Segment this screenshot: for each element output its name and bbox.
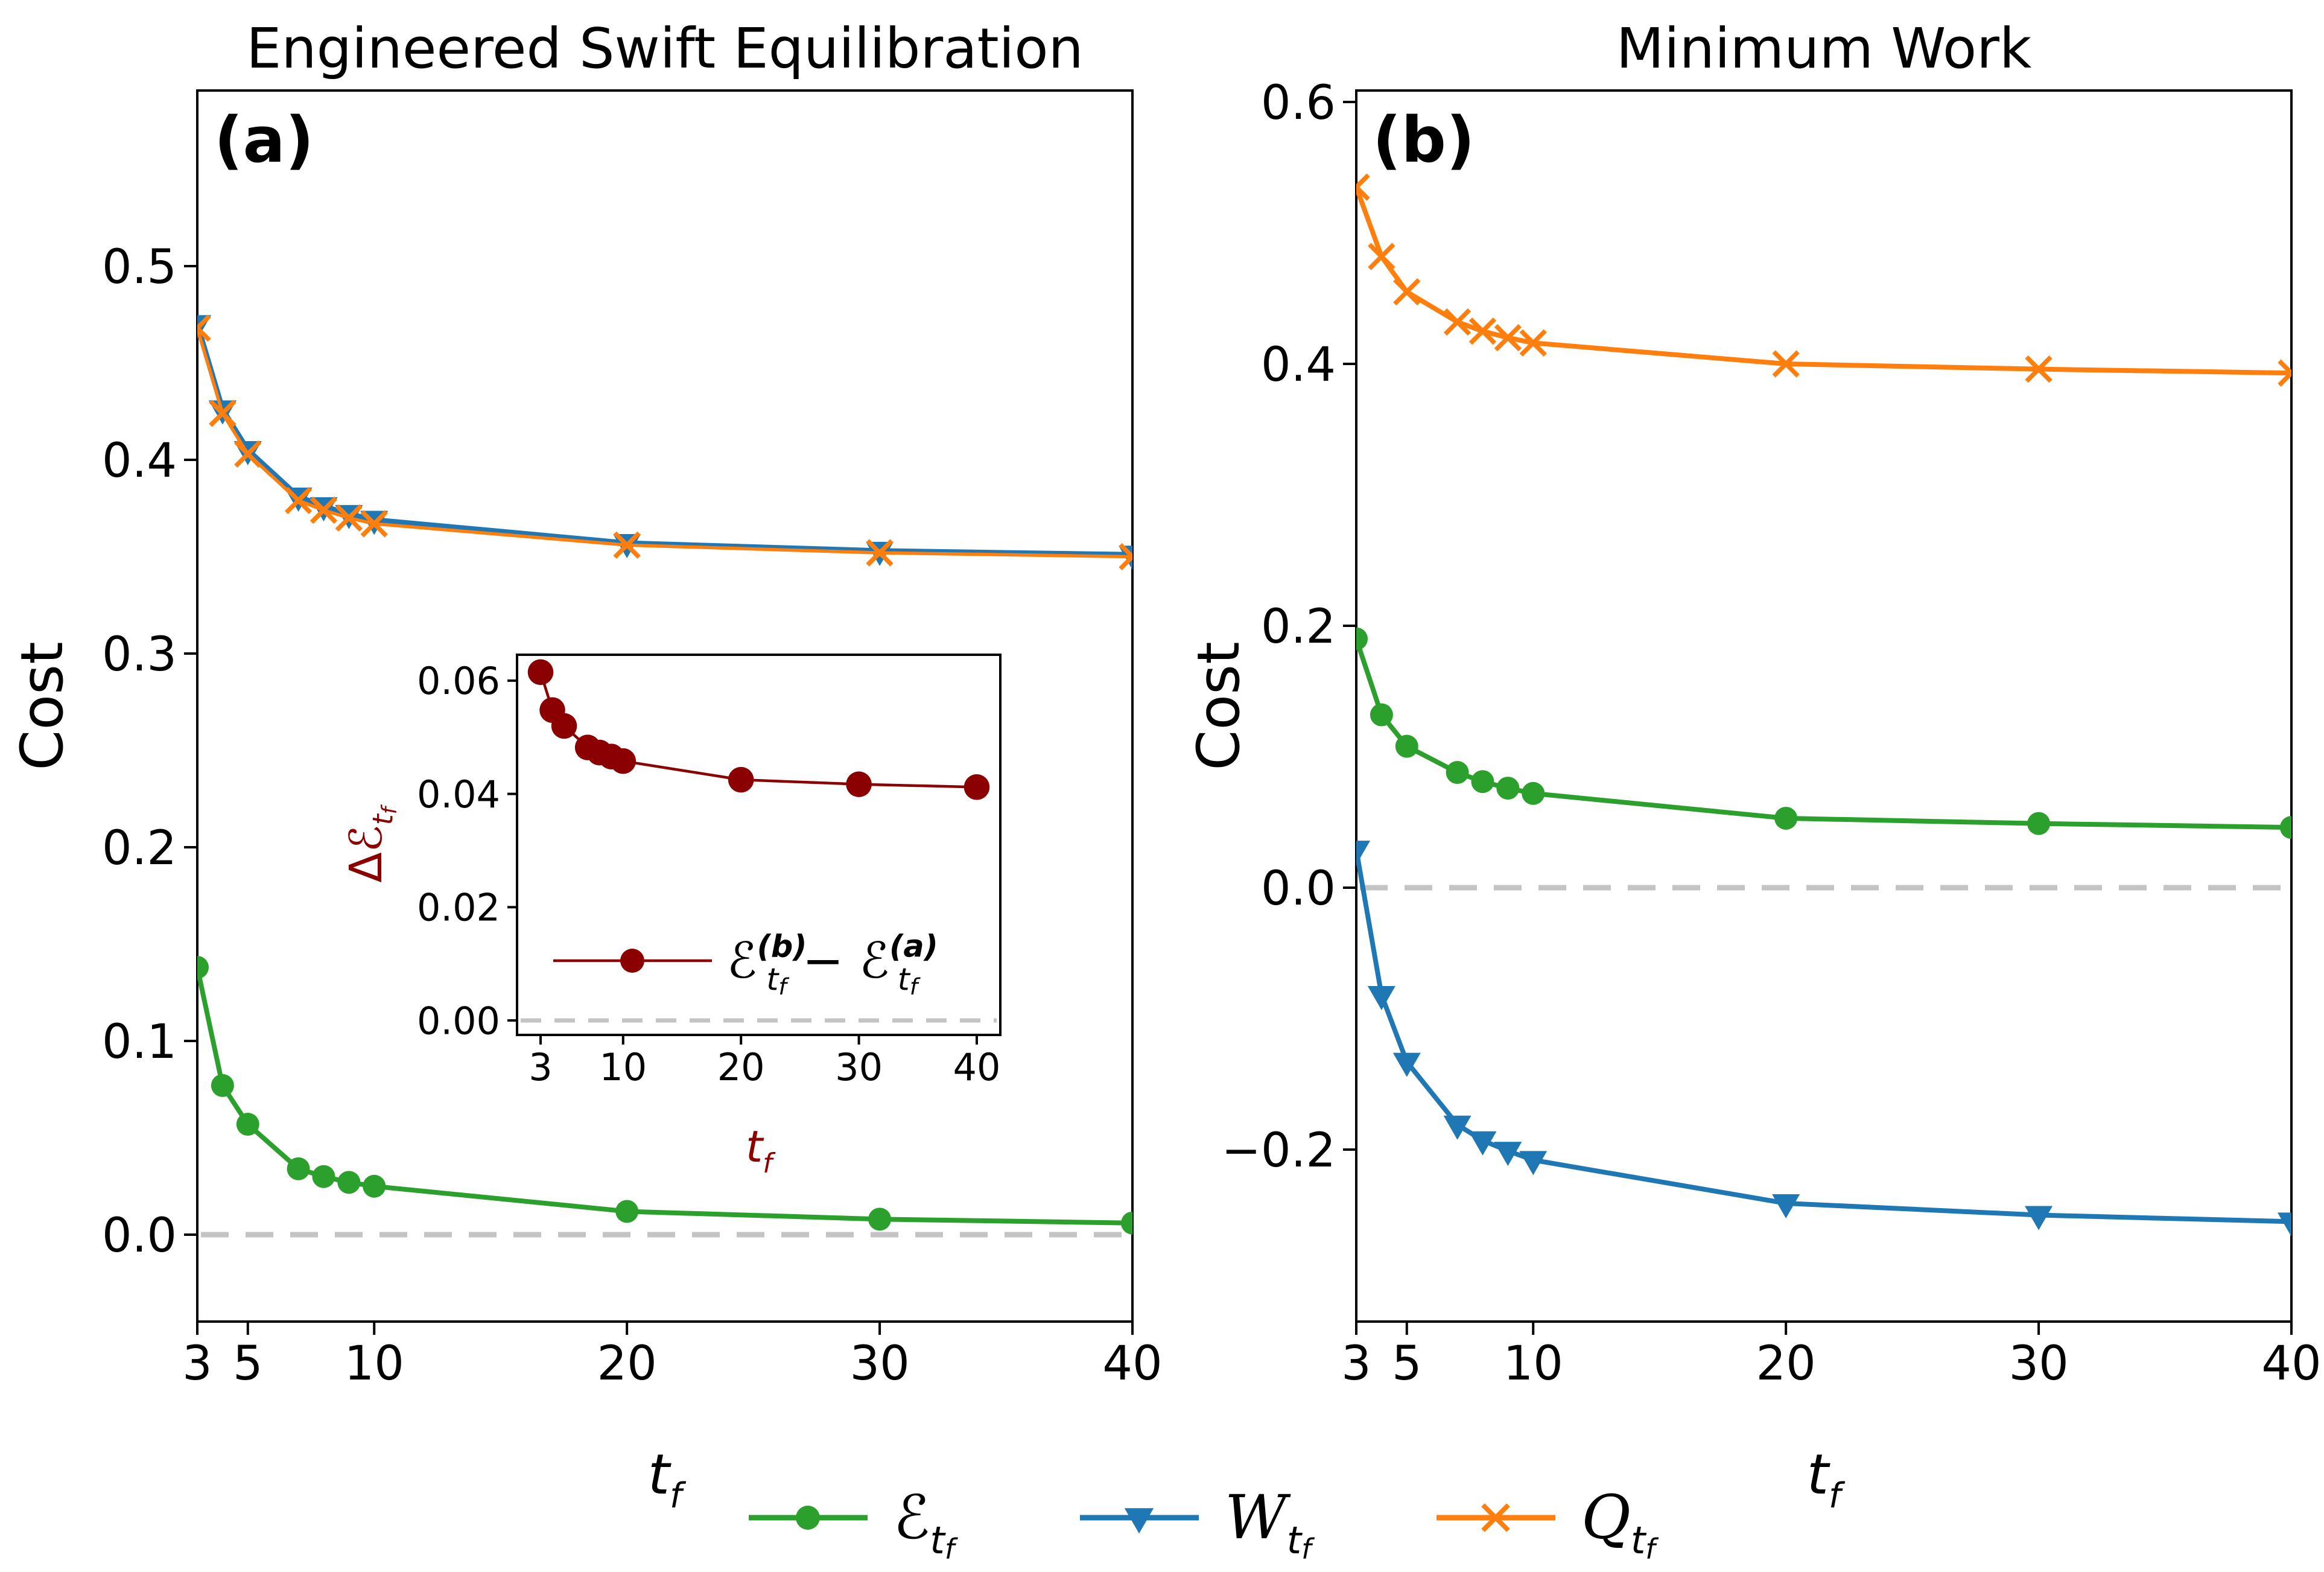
series-panel_a-W_tf [197,315,1132,570]
series-panel_b-E_tf [1356,627,2291,839]
ytick-label-panel_b: 0.6 [1261,76,1336,130]
panel-a-ylabel: Cost [8,641,76,771]
ytick-label-panel_b: 0.4 [1261,338,1336,392]
ytick-label-panel_b: −0.2 [1222,1124,1336,1178]
xtick-label-panel_a: 10 [344,1337,404,1391]
axes-frame-panel_b [1355,89,2293,1323]
legend-entry-2: Qtf [1437,1482,1659,1565]
xtick-label-panel_a: 20 [597,1337,657,1391]
ticks-panel_a: 3 5 10 20 30 400.00.10.20.30.40.5 [102,240,1163,1391]
xtick-label-inset: 10 [599,1045,647,1089]
panel-b-title: Minimum Work [1616,16,2032,81]
series-inset-E_tf^(b) - E_tf^(a) [527,659,990,800]
ytick-label-inset: 0.06 [417,659,500,703]
xtick-label-panel_b: 10 [1503,1337,1563,1391]
panel-a-title: Engineered Swift Equilibration [246,16,1084,81]
inset-ylabel: Δℰtf [340,804,402,882]
panel-b-tag: (b) [1373,103,1475,177]
inset-legend: ℰ(b) tf − ℰ(a) tf [553,929,938,1000]
legend-label-1: Wtf [1225,1482,1315,1565]
axes-frame-inset [516,654,1002,1036]
inset-xlabel: tf [746,1121,776,1179]
xtick-label-inset: 40 [953,1045,1001,1089]
ytick-label-panel_a: 0.1 [102,1015,177,1069]
xtick-label-panel_b: 20 [1756,1337,1816,1391]
xtick-label-inset: 20 [717,1045,765,1089]
legend-entry-1: Wtf [1080,1482,1315,1565]
series-panel_b-Q_tf [1356,173,2291,387]
ytick-label-inset: 0.04 [417,772,500,816]
xtick-label-panel_b: 40 [2261,1337,2321,1391]
chart-panel_b: 3 5 10 20 30 40 −0.2 0.0 0.2 0.4 0.6 [1222,76,2322,1391]
ytick-label-inset: 0.00 [417,999,500,1043]
ytick-label-inset: 0.02 [417,886,500,930]
ytick-label-panel_b: 0.2 [1261,600,1336,654]
series-panel_a-Q_tf [197,314,1132,571]
ytick-label-panel_a: 0.3 [102,628,177,682]
xtick-label-panel_b: 5 [1392,1337,1422,1391]
ytick-label-panel_a: 0.4 [102,434,177,488]
ytick-label-panel_a: 0.2 [102,821,177,876]
legend-entry-0: ℰtf [749,1482,958,1565]
xtick-label-panel_a: 5 [233,1337,263,1391]
chart-inset: 3 10 20 30 40 0.00 0.02 0.04 0.06 [417,654,1002,1089]
xtick-label-panel_a: 30 [849,1337,909,1391]
ticks-inset: 3 10 20 30 40 0.00 0.02 0.04 0.06 [417,659,1000,1089]
panel-a-xlabel: tf [648,1442,687,1516]
legend-label-0: ℰtf [894,1482,958,1565]
ytick-label-panel_b: 0.0 [1261,862,1336,916]
figure-legend: ℰtf Wtf Qtf [749,1482,1659,1565]
xtick-label-panel_a: 3 [182,1337,212,1391]
xtick-label-inset: 30 [835,1045,883,1089]
ytick-label-panel_a: 0.5 [102,240,177,294]
xtick-label-panel_a: 40 [1102,1337,1162,1391]
panel-a-tag: (a) [214,103,314,177]
series-panel_b-W_tf [1356,841,2291,1237]
ticks-panel_b: 3 5 10 20 30 40 −0.2 0.0 0.2 0.4 0.6 [1222,76,2322,1391]
axes-frame-panel_a [196,89,1134,1323]
inset-legend-label: ℰ(b) tf − ℰ(a) tf [727,929,938,1000]
panel-b-xlabel: tf [1807,1442,1846,1516]
inset-ylabel-group: Δℰtf [340,804,402,882]
xtick-label-panel_b: 30 [2008,1337,2068,1391]
ytick-label-panel_a: 0.0 [102,1209,177,1263]
chart-panel_a: 3 5 10 20 30 400.00.10.20.30.40.5 [102,89,1163,1391]
panel-b-ylabel: Cost [1185,641,1252,771]
xtick-label-panel_b: 3 [1341,1337,1371,1391]
xtick-label-inset: 3 [529,1045,552,1089]
legend-label-2: Qtf [1581,1482,1659,1565]
series-panel_a-E_tf [197,956,1132,1235]
